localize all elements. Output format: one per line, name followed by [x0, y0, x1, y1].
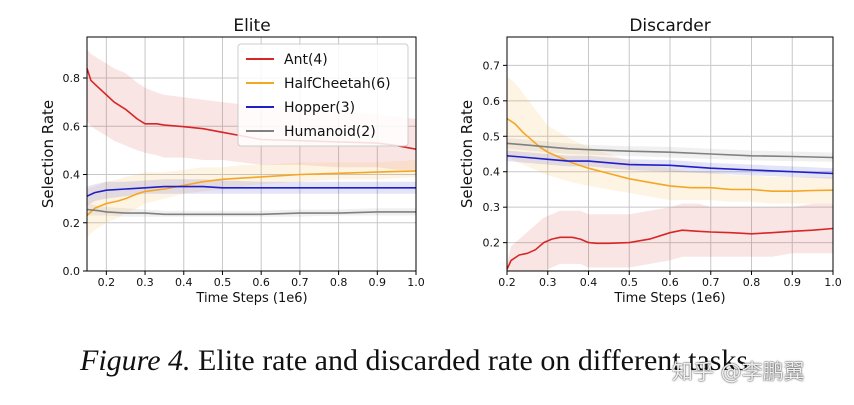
elite-x-tick-label: 0.5: [214, 276, 232, 289]
elite-x-tick-label: 0.7: [291, 276, 309, 289]
elite-plot-frame: [86, 36, 417, 272]
discarder-x-tick-label: 0.2: [498, 276, 516, 289]
elite-line-halfcheetah-6: [86, 170, 417, 217]
discarder-line-humanoid-2: [506, 142, 834, 159]
discarder-x-tick-label: 1.0: [824, 276, 842, 289]
discarder-x-tick-label: 0.8: [743, 276, 761, 289]
legend-box: [237, 43, 409, 147]
discarder-y-tick-label: 0.4: [483, 166, 501, 179]
discarder-line-hopper-3: [506, 155, 834, 175]
elite-y-tick-label: 0.6: [63, 120, 81, 133]
elite-x-axis-label: Time Steps (1e6): [195, 291, 307, 306]
discarder-line-ant-4: [506, 227, 834, 270]
elite-y-tick-label: 0.0: [63, 265, 81, 278]
elite-x-tick-label: 0.9: [369, 276, 387, 289]
elite-axis-ticks: 0.2 0.3 0.4 0.5 0.6 0.7 0.8 0.9 1.0 0.0 0.2 0.4 0.6 0…: [63, 72, 425, 289]
legend-label-ant-4: Ant(4): [284, 52, 328, 68]
discarder-x-tick-label: 0.4: [580, 276, 598, 289]
elite-x-tick-label: 0.6: [252, 276, 270, 289]
discarder-x-tick-label: 0.3: [539, 276, 557, 289]
elite-x-tick-label: 0.2: [98, 276, 116, 289]
discarder-series-lines: [506, 117, 834, 270]
elite-band-halfcheetah-6: [87, 160, 416, 238]
watermark: 知乎 @李鹏翼: [672, 360, 805, 384]
elite-legend: Ant(4) HalfCheetah(6) Hopper(3) Humanoid(2): [237, 43, 409, 147]
elite-y-tick-label: 0.2: [63, 217, 81, 230]
discarder-x-tick-label: 0.7: [702, 276, 720, 289]
elite-line-humanoid-2: [86, 208, 416, 216]
elite-x-tick-label: 0.4: [175, 276, 193, 289]
discarder-y-tick-label: 0.7: [483, 59, 501, 72]
discarder-line-halfcheetah-6: [506, 117, 834, 192]
figure-label: Figure 4.: [80, 344, 191, 377]
elite-x-tick-label: 0.3: [136, 276, 154, 289]
caption-text: Elite rate and discarded rate on differe…: [190, 344, 749, 377]
elite-x-tick-label: 0.8: [330, 276, 348, 289]
discarder-x-tick-label: 0.6: [661, 276, 679, 289]
figure-caption: Figure 4. Elite rate and discarded rate …: [80, 344, 840, 378]
elite-y-tick-label: 0.8: [63, 72, 81, 85]
discarder-band-halfcheetah-6: [507, 76, 833, 204]
discarder-y-axis-label: Selection Rate: [458, 100, 476, 208]
discarder-chart: Discarder 0.2 0.3 0.4 0.5 0.6 0.7 0.8 0.9 1.00.2…: [458, 16, 842, 306]
legend-label-humanoid-2: Humanoid(2): [284, 124, 376, 140]
discarder-band-ant-4: [507, 203, 833, 271]
elite-chart: Elite 0.2 0.3 0.4 0.5 0.6 0.7 0.8 0.9 1.00.00.20…: [39, 16, 425, 306]
elite-line-hopper-3: [86, 185, 416, 197]
discarder-x-tick-label: 0.9: [784, 276, 802, 289]
discarder-y-tick-label: 0.3: [483, 201, 501, 214]
elite-y-tick-label: 0.4: [63, 169, 81, 182]
elite-x-tick-label: 1.0: [407, 276, 425, 289]
legend-label-halfcheetah-6: HalfCheetah(6): [284, 76, 391, 92]
elite-chart-title: Elite: [233, 16, 270, 36]
discarder-y-tick-label: 0.2: [483, 237, 501, 250]
discarder-x-tick-label: 0.5: [621, 276, 639, 289]
discarder-y-tick-label: 0.6: [483, 95, 501, 108]
elite-y-axis-label: Selection Rate: [39, 100, 57, 208]
legend-label-hopper-3: Hopper(3): [284, 100, 355, 116]
discarder-x-axis-label: Time Steps (1e6): [613, 291, 725, 306]
discarder-chart-title: Discarder: [629, 16, 710, 36]
discarder-y-tick-label: 0.5: [483, 130, 501, 143]
discarder-axis-ticks: 0.2 0.3 0.4 0.5 0.6 0.7 0.8 0.9 1.0 0.2 0.3 0.4 0.5 0…: [483, 59, 842, 289]
